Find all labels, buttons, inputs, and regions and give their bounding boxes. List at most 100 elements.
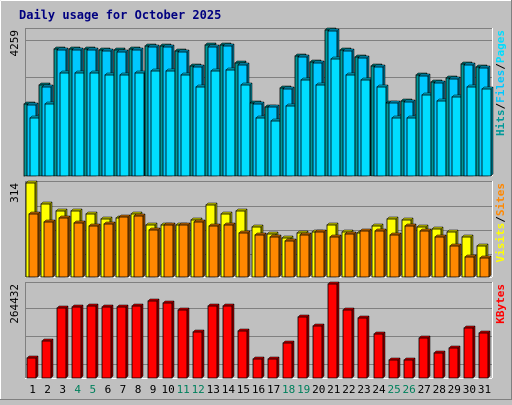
day-label-27: 27 [418, 383, 431, 396]
bar-hits-pages-day-12 [195, 86, 206, 177]
bar-kbytes-kbytes-day-26 [403, 359, 414, 379]
bar-hits-pages-day-14 [225, 69, 236, 177]
bar-kbytes-kbytes-day-20 [312, 325, 323, 379]
bar-kbytes-kbytes-day-23 [357, 317, 368, 379]
bar-visits-sites-day-5 [88, 225, 99, 278]
day-label-30: 30 [463, 383, 476, 396]
bar-visits-sites-day-15 [238, 232, 249, 278]
axis-label-kbytes: KBytes [494, 284, 507, 324]
bar-hits-pages-day-29 [451, 96, 462, 177]
day-label-13: 13 [207, 383, 220, 396]
axis-label-separator: / [494, 103, 507, 110]
bar-kbytes-kbytes-day-3 [56, 307, 67, 379]
bar-visits-sites-day-27 [419, 230, 430, 278]
bar-kbytes-kbytes-day-6 [101, 306, 112, 379]
bar-visits-sites-day-12 [193, 221, 204, 278]
day-label-15: 15 [237, 383, 250, 396]
bar-visits-sites-day-25 [389, 234, 400, 278]
bar-visits-sites-day-24 [374, 230, 385, 278]
day-label-7: 7 [120, 383, 127, 396]
day-label-5: 5 [89, 383, 96, 396]
day-label-28: 28 [433, 383, 446, 396]
bar-visits-sites-day-20 [314, 231, 325, 278]
bar-hits-pages-day-10 [165, 70, 176, 177]
bar-visits-sites-day-23 [359, 230, 370, 278]
bar-visits-sites-day-2 [43, 221, 54, 278]
day-label-8: 8 [135, 383, 142, 396]
day-label-29: 29 [448, 383, 461, 396]
bar-kbytes-kbytes-day-30 [463, 327, 474, 379]
day-label-20: 20 [312, 383, 325, 396]
bar-kbytes-kbytes-day-21 [327, 283, 338, 379]
bar-kbytes-kbytes-day-7 [116, 306, 127, 379]
bar-kbytes-kbytes-day-28 [433, 352, 444, 379]
day-label-23: 23 [357, 383, 370, 396]
day-labels: 1 2 3 4 5 6 7 8 9 10 11 12 13 14 15 16 17 18 19 20 21 22 23 24 2… [29, 383, 491, 396]
ymax-label-hits: 4259 [8, 30, 21, 57]
bar-visits-sites-day-17 [269, 236, 280, 278]
bar-hits-pages-day-24 [376, 86, 387, 177]
bar-kbytes-kbytes-day-17 [267, 358, 278, 379]
panel-kbytes: 264432 KBytes [8, 281, 507, 379]
bar-hits-pages-day-1 [29, 117, 40, 177]
day-label-2: 2 [44, 383, 51, 396]
bar-hits-pages-day-17 [270, 120, 281, 177]
bar-visits-sites-day-29 [449, 245, 460, 278]
bar-hits-pages-day-2 [44, 103, 55, 177]
bar-kbytes-kbytes-day-29 [448, 347, 459, 379]
day-label-4: 4 [74, 383, 81, 396]
day-label-1: 1 [29, 383, 36, 396]
bar-visits-sites-day-11 [178, 224, 189, 278]
bar-kbytes-kbytes-day-11 [177, 309, 188, 379]
bar-visits-sites-day-19 [299, 234, 310, 278]
bar-kbytes-kbytes-day-24 [373, 333, 384, 379]
bar-hits-pages-day-5 [89, 72, 100, 177]
bar-kbytes-kbytes-day-15 [237, 330, 248, 379]
axis-label-separator: / [494, 216, 507, 223]
axis-label-separator: / [494, 63, 507, 70]
bar-kbytes-kbytes-day-14 [222, 305, 233, 379]
bar-hits-pages-day-11 [180, 74, 191, 177]
bar-hits-pages-day-25 [391, 117, 402, 177]
bar-kbytes-kbytes-day-31 [478, 332, 489, 379]
day-label-18: 18 [282, 383, 295, 396]
day-label-31: 31 [478, 383, 491, 396]
bar-visits-sites-day-14 [223, 224, 234, 278]
bar-visits-sites-day-9 [148, 229, 159, 278]
day-label-9: 9 [150, 383, 157, 396]
bar-visits-sites-day-18 [284, 240, 295, 278]
bar-kbytes-kbytes-day-8 [131, 305, 142, 379]
chart-title: Daily usage for October 2025 [19, 8, 221, 22]
axis-label-pages: Pages [494, 30, 507, 63]
axis-label-hits: Hits/Files/Pages [494, 30, 507, 136]
axis-label-files: Files [494, 70, 507, 103]
axis-label-visits: Visits [494, 223, 507, 263]
bar-visits-sites-day-13 [208, 225, 219, 278]
bar-visits-sites-day-6 [103, 223, 114, 278]
axis-label-hits: Hits [494, 110, 507, 137]
bar-visits-sites-day-30 [464, 256, 475, 278]
bar-hits-pages-day-7 [119, 74, 130, 177]
bar-visits-sites-day-1 [28, 213, 39, 278]
bar-kbytes-kbytes-day-13 [207, 305, 218, 379]
bar-kbytes-kbytes-day-1 [26, 357, 37, 379]
bar-kbytes-kbytes-day-2 [41, 340, 52, 379]
bar-visits-sites-day-31 [479, 257, 490, 278]
bar-kbytes-kbytes-day-9 [147, 300, 158, 379]
bar-hits-pages-day-8 [134, 72, 145, 177]
bar-kbytes-kbytes-day-10 [162, 302, 173, 379]
bar-hits-pages-day-9 [150, 70, 161, 177]
day-label-6: 6 [105, 383, 112, 396]
day-label-25: 25 [387, 383, 400, 396]
bar-hits-pages-day-16 [255, 117, 266, 177]
bar-visits-sites-day-10 [163, 224, 174, 278]
bar-visits-sites-day-28 [434, 236, 445, 278]
panel-visits: 314 Visits/Sites [8, 180, 507, 278]
day-label-10: 10 [161, 383, 174, 396]
ymax-label-visits: 314 [8, 183, 21, 203]
day-label-26: 26 [402, 383, 415, 396]
bar-kbytes-kbytes-day-4 [71, 306, 82, 379]
bar-kbytes-kbytes-day-27 [418, 337, 429, 379]
